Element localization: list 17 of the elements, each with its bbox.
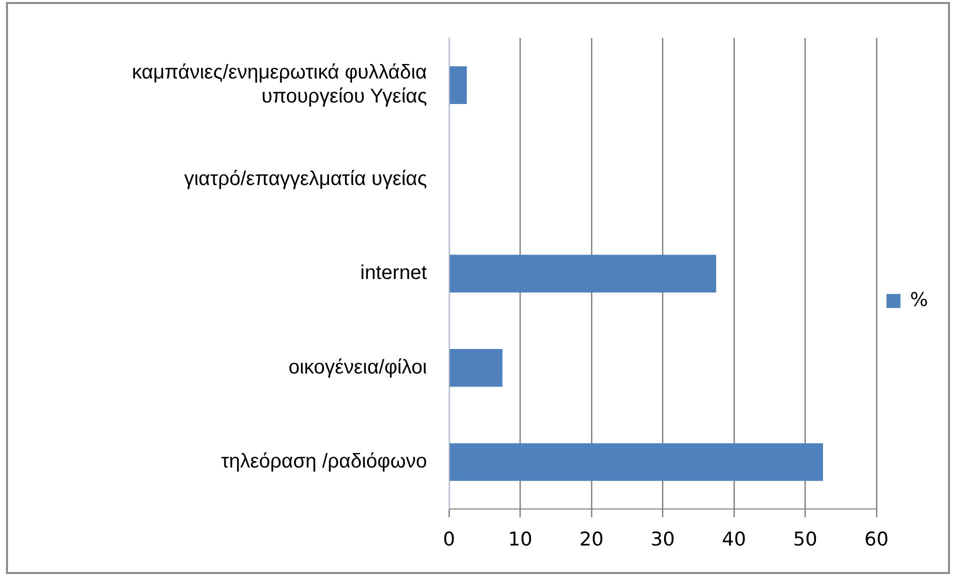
- y-tick-label: οικογένεια/φίλοι: [288, 356, 427, 378]
- bar: [450, 66, 467, 104]
- y-tick-label: internet: [360, 262, 428, 284]
- x-tick-label: 60: [864, 528, 889, 551]
- bar: [450, 254, 716, 292]
- y-tick-label: καμπάνιες/ενημερωτικά φυλλάδια υπουργείου Υγείας: [132, 62, 428, 108]
- y-tick-label: γιατρό/επαγγελματία υγείας: [184, 168, 428, 190]
- x-tick-label: 20: [579, 528, 604, 551]
- x-tick-label: 30: [650, 528, 675, 551]
- x-tick-label: 0: [442, 528, 456, 551]
- x-tick-label: 40: [722, 528, 746, 551]
- x-tick-label: 10: [508, 528, 532, 551]
- bar: [450, 348, 502, 387]
- y-tick-label: τηλεόραση /ραδιόφωνο: [221, 450, 427, 473]
- legend-label: %: [910, 288, 928, 311]
- bar: [450, 443, 824, 481]
- x-tick-label: 50: [793, 528, 818, 551]
